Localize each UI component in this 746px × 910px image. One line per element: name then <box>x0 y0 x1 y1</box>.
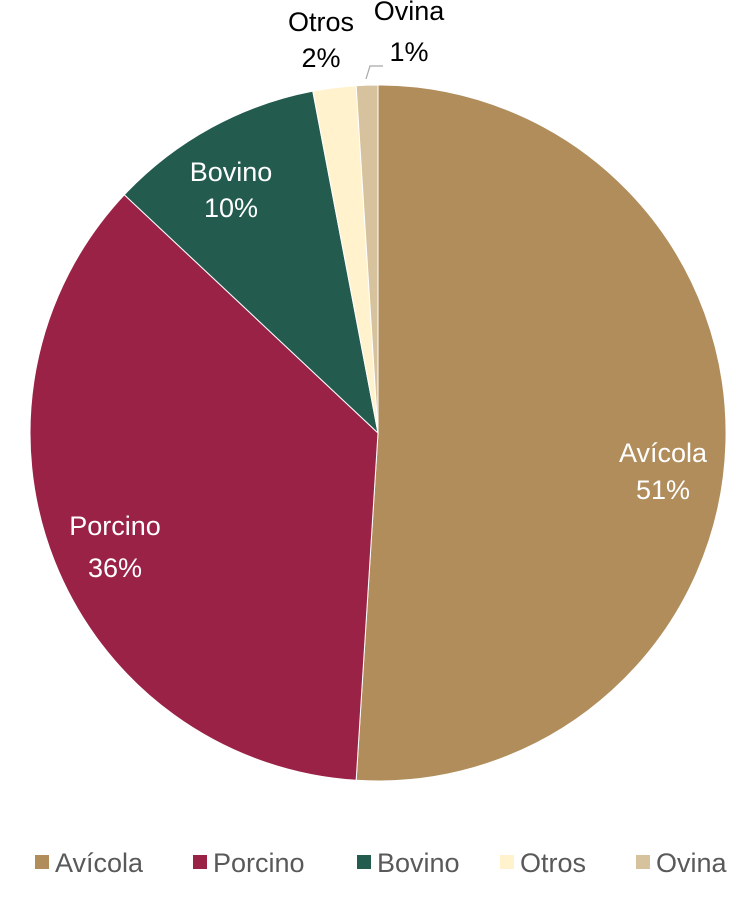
data-labels: Avícola 51% Porcino 36% Bovino 10% Otros 2% Ovin… <box>69 0 708 583</box>
data-label-otros-category: Otros <box>288 7 354 37</box>
pie-slices <box>29 84 727 782</box>
legend-swatch-porcino <box>193 855 207 869</box>
data-label-bovino-category: Bovino <box>190 157 273 187</box>
legend: Avícola Porcino Bovino Otros Ovina <box>35 848 728 878</box>
pie-slice-avicola <box>355 84 727 782</box>
legend-label-porcino: Porcino <box>213 848 305 878</box>
legend-item-ovina: Ovina <box>636 848 728 878</box>
data-label-ovina-percent: 1% <box>389 37 428 67</box>
legend-swatch-avicola <box>35 855 49 869</box>
leader-lines <box>365 65 383 80</box>
data-label-avicola-percent: 51% <box>636 475 690 505</box>
legend-swatch-ovina <box>636 855 650 869</box>
legend-swatch-bovino <box>357 855 371 869</box>
data-label-bovino-percent: 10% <box>204 193 258 223</box>
data-label-porcino-category: Porcino <box>69 511 161 541</box>
data-label-ovina-category: Ovina <box>374 0 446 26</box>
legend-item-otros: Otros <box>500 848 586 878</box>
legend-swatch-otros <box>500 855 514 869</box>
legend-label-otros: Otros <box>520 848 586 878</box>
pie-slice-porcino <box>29 194 379 781</box>
legend-item-bovino: Bovino <box>357 848 460 878</box>
leader-line-ovina <box>365 65 383 80</box>
data-label-porcino-percent: 36% <box>88 553 142 583</box>
data-label-otros-percent: 2% <box>301 43 340 73</box>
pie-slice-bovino <box>123 90 379 435</box>
legend-label-ovina: Ovina <box>656 848 728 878</box>
legend-label-bovino: Bovino <box>377 848 460 878</box>
legend-label-avicola: Avícola <box>55 848 144 878</box>
legend-item-avicola: Avícola <box>35 848 144 878</box>
legend-item-porcino: Porcino <box>193 848 305 878</box>
pie-slice-ovina <box>355 84 379 434</box>
data-label-avicola-category: Avícola <box>619 438 708 468</box>
